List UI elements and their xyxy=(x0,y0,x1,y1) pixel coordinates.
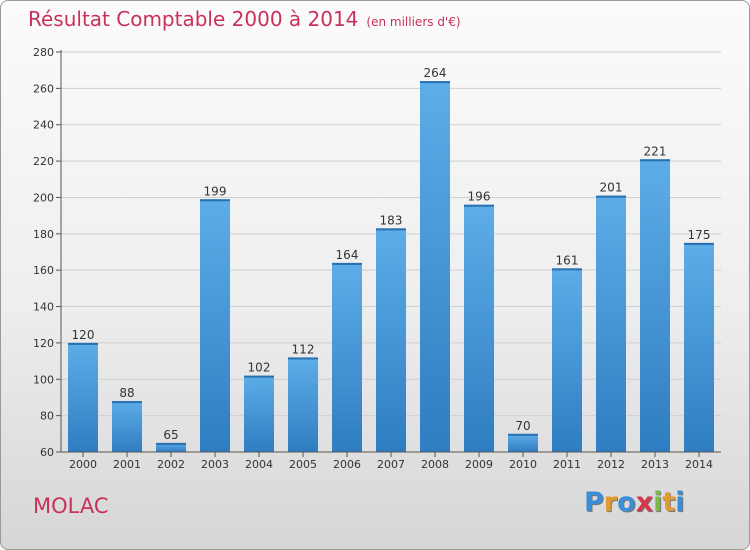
x-tick-label: 2000 xyxy=(69,458,97,471)
bar-2010 xyxy=(508,433,538,452)
bar-top-edge xyxy=(596,195,626,198)
y-tick-label: 180 xyxy=(33,228,54,241)
y-tick-label: 220 xyxy=(33,155,54,168)
bar-value-label: 201 xyxy=(600,181,623,195)
bar-value-label: 264 xyxy=(424,66,447,80)
bar-2009 xyxy=(464,204,494,452)
bar-top-edge xyxy=(112,401,142,404)
bar-value-label: 183 xyxy=(380,213,403,227)
x-tick-label: 2014 xyxy=(685,458,713,471)
bar-top-edge xyxy=(420,81,450,84)
bar-value-label: 199 xyxy=(204,184,227,198)
x-tick-label: 2003 xyxy=(201,458,229,471)
bar-2001 xyxy=(112,401,142,452)
proxiti-logo: Proxiti xyxy=(584,487,685,518)
y-tick-label: 160 xyxy=(33,264,54,277)
logo-letter: t xyxy=(662,487,676,518)
logo-letter: i xyxy=(675,487,685,518)
bar-top-edge xyxy=(508,433,538,436)
chart-title-text: Résultat Comptable 2000 à 2014 xyxy=(28,7,359,31)
x-tick-label: 2005 xyxy=(289,458,317,471)
bar-2011 xyxy=(552,268,582,452)
bar-value-label: 102 xyxy=(248,361,271,375)
y-tick-label: 100 xyxy=(33,373,54,386)
bar-top-edge xyxy=(288,357,318,360)
y-tick-label: 240 xyxy=(33,119,54,132)
x-tick-label: 2004 xyxy=(245,458,273,471)
bar-value-label: 70 xyxy=(515,419,530,433)
logo-letter: r xyxy=(603,487,618,518)
bar-top-edge xyxy=(244,375,274,378)
logo-letter: i xyxy=(653,487,663,518)
bar-value-label: 120 xyxy=(72,328,95,342)
x-tick-label: 2011 xyxy=(553,458,581,471)
bar-2007 xyxy=(376,228,406,452)
y-tick-label: 120 xyxy=(33,337,54,350)
bar-top-edge xyxy=(464,204,494,207)
y-tick-label: 80 xyxy=(40,410,54,423)
bar-value-label: 164 xyxy=(336,248,359,262)
bar-value-label: 221 xyxy=(644,144,667,158)
bar-value-label: 88 xyxy=(119,386,134,400)
bar-top-edge xyxy=(200,199,230,202)
bar-2014 xyxy=(684,242,714,452)
bar-top-edge xyxy=(68,342,98,345)
y-tick-label: 200 xyxy=(33,191,54,204)
town-name: MOLAC xyxy=(33,494,109,518)
x-tick-label: 2012 xyxy=(597,458,625,471)
bar-layer: 120 88 65 199 102 112 164 183 264 196 70 161 201 221 1… xyxy=(68,66,714,453)
bar-value-label: 112 xyxy=(292,342,315,356)
y-tick-label: 60 xyxy=(40,446,54,459)
bar-2000 xyxy=(68,342,98,452)
x-tick-label: 2013 xyxy=(641,458,669,471)
bar-top-edge xyxy=(552,268,582,271)
chart-subtitle: (en milliers d'€) xyxy=(366,15,461,29)
bar-2008 xyxy=(420,81,450,452)
x-tick-label: 2007 xyxy=(377,458,405,471)
bar-top-edge xyxy=(376,228,406,231)
x-tick-label: 2008 xyxy=(421,458,449,471)
y-tick-label: 280 xyxy=(33,46,54,59)
bar-value-label: 175 xyxy=(688,228,711,242)
chart-title: Résultat Comptable 2000 à 2014 (en millie… xyxy=(28,7,461,31)
x-tick-label: 2010 xyxy=(509,458,537,471)
bar-top-edge xyxy=(332,262,362,265)
logo-letter: o xyxy=(617,487,636,518)
x-tick-label: 2009 xyxy=(465,458,493,471)
logo-letter: P xyxy=(584,487,604,518)
bar-2005 xyxy=(288,357,318,452)
bar-value-label: 161 xyxy=(556,253,579,267)
bar-2003 xyxy=(200,199,230,452)
bar-value-label: 196 xyxy=(468,190,491,204)
bar-2004 xyxy=(244,375,274,452)
bar-top-edge xyxy=(156,442,186,445)
y-tick-label: 140 xyxy=(33,301,54,314)
x-tick-label: 2002 xyxy=(157,458,185,471)
axis-layer: 60 80 100 120 140 160 180 200 220 240 260 280 2000 20… xyxy=(33,46,721,471)
bar-2012 xyxy=(596,195,626,453)
y-tick-label: 260 xyxy=(33,82,54,95)
x-tick-label: 2006 xyxy=(333,458,361,471)
bar-2006 xyxy=(332,262,362,452)
logo-letter: x xyxy=(635,487,654,518)
bar-top-edge xyxy=(640,159,670,162)
bar-top-edge xyxy=(684,242,714,245)
bar-2002 xyxy=(156,442,186,452)
bar-value-label: 65 xyxy=(163,428,178,442)
x-tick-label: 2001 xyxy=(113,458,141,471)
bar-2013 xyxy=(640,159,670,453)
